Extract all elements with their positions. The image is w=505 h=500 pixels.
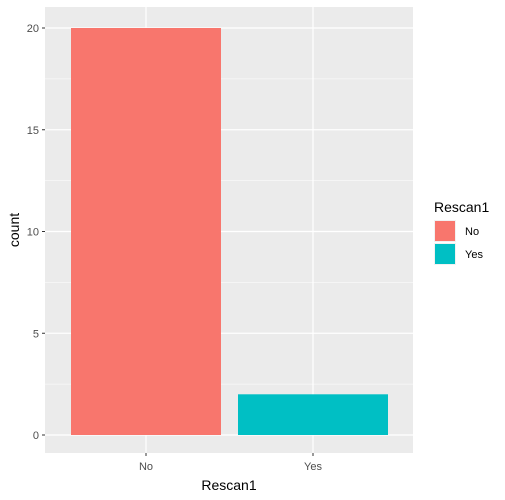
- y-axis: 0 5 10 15 20: [27, 23, 45, 442]
- y-tick-label: 20: [27, 23, 39, 35]
- y-tick-label: 5: [33, 328, 39, 340]
- x-tick-label: No: [139, 461, 153, 473]
- legend-title: Rescan1: [434, 199, 489, 215]
- legend-label-no: No: [465, 226, 479, 238]
- legend-swatch-no: [435, 221, 455, 241]
- x-tick-label: Yes: [304, 461, 322, 473]
- bars: [71, 28, 388, 435]
- x-axis-title: Rescan1: [201, 477, 256, 493]
- legend: Rescan1 No Yes: [434, 199, 489, 265]
- y-tick-label: 10: [27, 227, 39, 239]
- y-tick-label: 15: [27, 125, 39, 137]
- legend-swatch-yes: [435, 244, 455, 264]
- legend-label-yes: Yes: [465, 249, 483, 261]
- bar-no: [71, 28, 221, 435]
- y-tick-label: 0: [33, 430, 39, 442]
- y-axis-title: count: [6, 213, 22, 247]
- bar-yes: [238, 394, 388, 435]
- x-axis: No Yes: [139, 453, 322, 473]
